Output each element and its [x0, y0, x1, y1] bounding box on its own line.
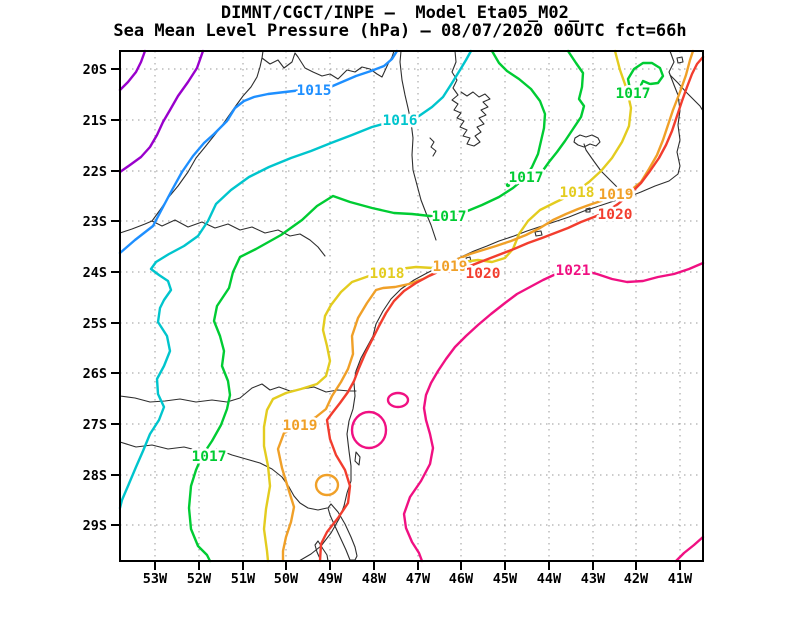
axis-label-52W: 52W	[187, 571, 212, 587]
contour-1016-path-0	[118, 49, 473, 510]
axis-label-42W: 42W	[624, 571, 649, 587]
contour-purple-low-path-1	[118, 49, 205, 174]
contour-purple-low-path-0	[118, 49, 147, 92]
contour-1018-path-0	[262, 49, 633, 563]
axis-label-27S: 27S	[83, 417, 107, 433]
axis-label-26S: 26S	[83, 366, 107, 382]
coastline-border-14	[354, 451, 361, 466]
contour-1019-path-0	[276, 49, 695, 563]
contour-label-1020-0: 1020	[598, 207, 633, 223]
coastline-border-7	[119, 383, 357, 403]
coastline-border-5	[261, 50, 395, 80]
contour-label-1018-1: 1018	[370, 266, 405, 282]
contour-label-1015-0: 1015	[297, 83, 332, 99]
coastline-border-9	[669, 74, 704, 112]
contour-label-1017-2: 1017	[616, 86, 651, 102]
contour-1017-path-2	[626, 61, 665, 101]
contour-1017-path-0	[187, 49, 547, 563]
contour-1021-closed-1	[386, 391, 410, 409]
axis-label-22S: 22S	[83, 164, 107, 180]
coastline-border-0	[298, 50, 681, 562]
contour-label-1021-0: 1021	[556, 263, 591, 279]
axis-label-29S: 29S	[83, 518, 107, 534]
axis-label-50W: 50W	[274, 571, 299, 587]
contour-label-1019-0: 1019	[599, 187, 634, 203]
map-title-line1: DIMNT/CGCT/INPE – Model Eta05_M02_	[220, 3, 580, 23]
contour-label-1017-1: 1017	[432, 209, 467, 225]
contour-label-1018-0: 1018	[560, 185, 595, 201]
contour-label-1017-0: 1017	[509, 170, 544, 186]
coastline-border-11	[451, 50, 491, 147]
contour-1021-path-1	[674, 535, 705, 563]
contour-label-1016-0: 1016	[383, 113, 418, 129]
coastline-border-17	[585, 207, 591, 213]
axis-label-53W: 53W	[143, 571, 168, 587]
axis-label-47W: 47W	[406, 571, 431, 587]
contour-1017-dot-0	[505, 182, 511, 188]
axis-label-51W: 51W	[231, 571, 256, 587]
contour-label-1020-1: 1020	[466, 266, 501, 282]
axis-label-24S: 24S	[83, 265, 107, 281]
coastline-border-16	[534, 230, 543, 237]
axis-label-41W: 41W	[668, 571, 693, 587]
axis-label-46W: 46W	[449, 571, 474, 587]
coastline-border-8	[119, 441, 328, 511]
axis-label-43W: 43W	[581, 571, 606, 587]
contour-1015-path-0	[118, 49, 399, 255]
axis-label-49W: 49W	[318, 571, 343, 587]
contour-1021-closed-0	[350, 410, 388, 450]
map-frame	[119, 50, 704, 562]
coastline-border-18	[676, 56, 684, 64]
axis-label-20S: 20S	[83, 62, 107, 78]
contour-1019-closed-0	[314, 473, 340, 497]
contour-1020-path-0	[318, 55, 705, 563]
axis-label-23S: 23S	[83, 214, 107, 230]
axis-label-48W: 48W	[362, 571, 387, 587]
axis-label-44W: 44W	[537, 571, 562, 587]
coastline-border-12	[573, 134, 601, 148]
figure-titles: DIMNT/CGCT/INPE – Model Eta05_M02_ Sea M…	[0, 4, 800, 40]
contour-1017-path-1	[542, 49, 586, 171]
axis-label-45W: 45W	[493, 571, 518, 587]
axis-label-28S: 28S	[83, 468, 107, 484]
axis-label-21S: 21S	[83, 113, 107, 129]
contour-label-1017-3: 1017	[192, 449, 227, 465]
coastline-border-13	[429, 137, 437, 157]
map-title-line2: Sea Mean Level Pressure (hPa) – 08/07/20…	[113, 21, 687, 41]
axis-label-25S: 25S	[83, 316, 107, 332]
contour-label-1019-1: 1019	[433, 259, 468, 275]
coastline-border-6	[399, 50, 437, 241]
contour-1021-path-0	[402, 261, 705, 563]
contour-label-1019-2: 1019	[283, 418, 318, 434]
